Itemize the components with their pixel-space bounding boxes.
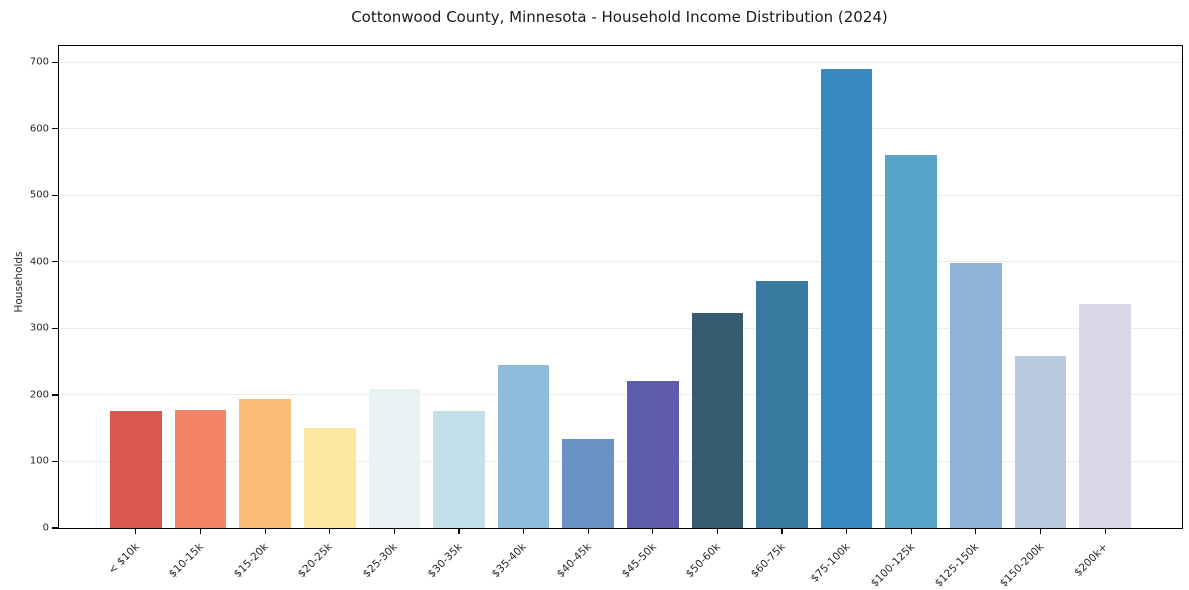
y-tick-mark (52, 527, 58, 529)
gridline-600 (59, 128, 1182, 130)
plot-area: 0 100 200 300 400 500 600 700 < $10k $10-15k $15-2… (30, 45, 1183, 590)
x-tick-mark (846, 528, 848, 534)
bar-$125-150k (950, 262, 1002, 528)
x-tick-label: $60-75k (748, 541, 788, 581)
bar-$50-60k (691, 313, 744, 528)
y-axis-label: Households (13, 251, 25, 313)
x-tick-mark (975, 528, 977, 534)
x-tick-label: $200k+ (1072, 541, 1111, 579)
y-tick-mark (52, 61, 58, 63)
y-tick-label: 100 (29, 455, 49, 467)
bar-$60-75k (756, 280, 808, 528)
chart-title: Cottonwood County, Minnesota - Household… (351, 8, 888, 26)
x-tick-mark (652, 528, 654, 534)
x-tick-mark (135, 528, 137, 534)
y-tick-mark (52, 261, 58, 263)
x-tick-label: $125-150k (932, 541, 982, 590)
x-tick-label: $25-30k (360, 541, 400, 581)
x-tick-mark (393, 528, 395, 534)
x-tick-mark (199, 528, 202, 534)
y-tick-mark (52, 327, 58, 329)
x-tick-mark (910, 528, 912, 534)
x-tick-label: $75-100k (808, 541, 853, 585)
y-tick-label: 500 (29, 189, 49, 201)
y-tick-label: 200 (29, 389, 49, 401)
x-tick-label: $100-125k (868, 541, 917, 590)
bar-$150-200k (1014, 355, 1067, 528)
bar-$20-25k (303, 427, 356, 528)
y-tick-label: 400 (29, 256, 49, 268)
x-tick-label: $150-200k (997, 541, 1046, 590)
bar-$35-40k (497, 365, 550, 528)
x-tick-label: $45-50k (619, 541, 659, 581)
x-tick-mark (587, 528, 589, 534)
y-tick-mark (52, 460, 58, 463)
bar-$10-15k (174, 409, 227, 528)
x-tick-mark (716, 528, 718, 534)
gridline-200 (59, 394, 1182, 396)
y-tick-label: 300 (29, 322, 49, 334)
bar-$45-50k (626, 380, 679, 528)
bar-$200k+ (1079, 303, 1131, 528)
y-tick-label: 0 (42, 522, 49, 534)
bar-$75-100k (820, 68, 873, 528)
bar-< $10k (110, 410, 162, 528)
gridline-500 (59, 194, 1182, 196)
x-tick-label: $50-60k (683, 541, 723, 581)
y-tick-mark (52, 194, 58, 196)
x-tick-mark (522, 528, 525, 534)
gridline-300 (59, 327, 1182, 329)
bar-$15-20k (239, 398, 291, 528)
x-tick-mark (1039, 528, 1042, 534)
x-tick-label: $40-45k (554, 541, 594, 581)
x-tick-mark (264, 528, 266, 534)
y-tick-label: 700 (29, 56, 49, 68)
gridline-400 (59, 261, 1182, 263)
x-tick-mark (458, 528, 460, 534)
y-tick-mark (52, 128, 58, 130)
bar-$100-125k (885, 154, 938, 528)
bar-$40-45k (562, 438, 615, 528)
gridline-700 (59, 61, 1182, 63)
x-tick-label: < $10k (105, 541, 142, 577)
x-tick-label: $10-15k (166, 541, 206, 581)
x-tick-label: $35-40k (489, 541, 530, 581)
x-tick-mark (781, 528, 783, 534)
y-tick-mark (52, 394, 58, 396)
bar-$25-30k (368, 388, 421, 528)
x-tick-label: $30-35k (425, 541, 465, 581)
x-tick-label: $20-25k (296, 541, 336, 581)
y-tick-label: 600 (29, 123, 49, 135)
bar-$30-35k (433, 410, 485, 528)
gridline-100 (59, 460, 1182, 462)
x-tick-mark (1104, 528, 1106, 534)
x-tick-label: $15-20k (231, 541, 271, 581)
x-tick-mark (329, 528, 331, 534)
